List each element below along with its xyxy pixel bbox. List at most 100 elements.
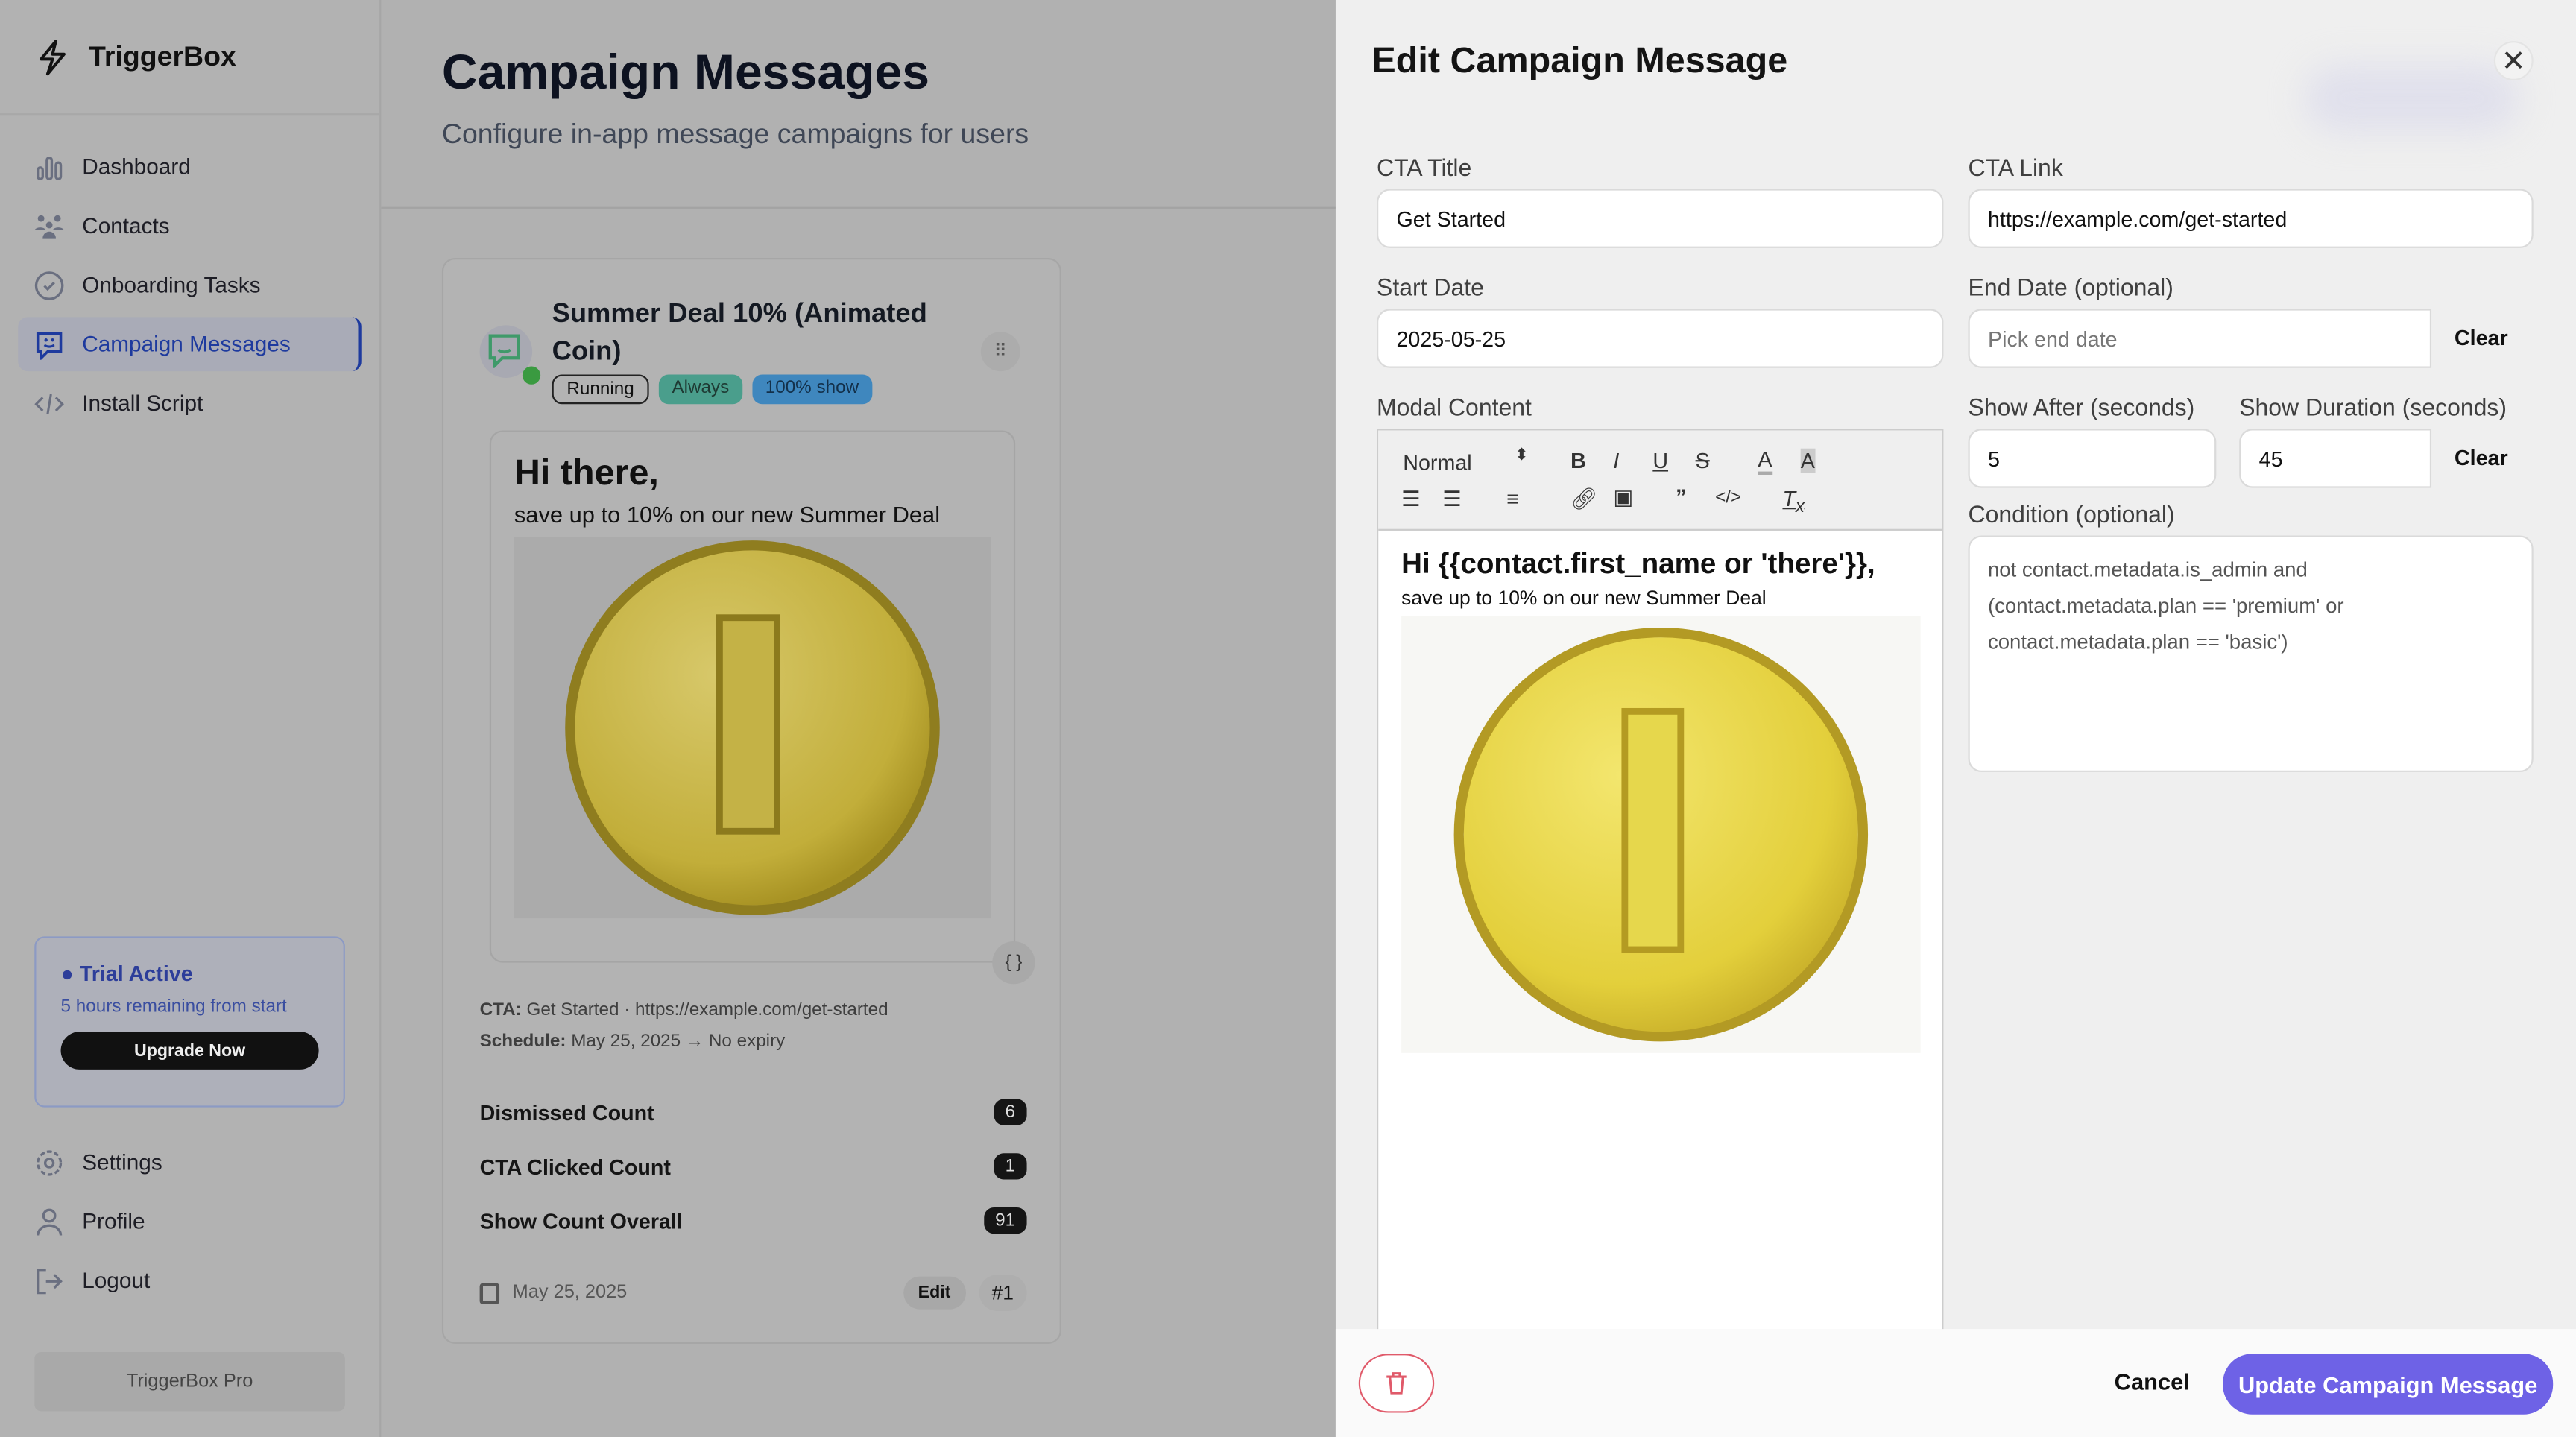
- sidebar-item-label: Onboarding Tasks: [82, 272, 261, 297]
- logout-icon: [37, 1268, 63, 1294]
- sidebar-item-settings[interactable]: Settings: [18, 1135, 363, 1190]
- sidebar-item-install-script[interactable]: Install Script: [18, 376, 362, 431]
- gear-icon: [37, 1149, 63, 1175]
- created-date: May 25, 2025: [512, 1283, 628, 1303]
- editor-heading: Hi {{contact.first_name or 'there'}},: [1401, 546, 1875, 581]
- sidebar-item-dashboard[interactable]: Dashboard: [18, 139, 362, 194]
- code-icon: [34, 393, 64, 414]
- sidebar-item-label: Profile: [82, 1209, 145, 1234]
- underline-icon[interactable]: U: [1652, 448, 1669, 473]
- stat-row: CTA Clicked Count 1: [480, 1153, 1027, 1180]
- select-arrows-icon[interactable]: ⬍: [1515, 446, 1529, 465]
- campaign-card: Summer Deal 10% (Animated Coin) ⠿ Runnin…: [441, 258, 1061, 1344]
- show-duration-label: Show Duration (seconds): [2239, 396, 2507, 423]
- frequency-badge: Always: [658, 374, 742, 405]
- start-date-input[interactable]: 2025-05-25: [1377, 309, 1944, 368]
- cta-title-input[interactable]: Get Started: [1377, 189, 1944, 248]
- cta-link-label: CTA Link: [1968, 156, 2063, 183]
- drawer-title: Edit Campaign Message: [1371, 39, 1788, 81]
- preview-text: save up to 10% on our new Summer Deal: [514, 501, 941, 528]
- sidebar-item-label: Dashboard: [82, 154, 191, 180]
- coin-image: [514, 537, 991, 919]
- message-smile-icon: [36, 331, 63, 359]
- text-color-icon[interactable]: A: [1758, 447, 1772, 475]
- json-toggle-icon[interactable]: { }: [992, 941, 1035, 985]
- drag-handle-icon[interactable]: ⠿: [980, 332, 1020, 372]
- format-select[interactable]: Normal: [1403, 449, 1472, 475]
- update-button[interactable]: Update Campaign Message: [2223, 1354, 2554, 1415]
- sidebar-item-onboarding-tasks[interactable]: Onboarding Tasks: [18, 258, 362, 312]
- sidebar-item-label: Settings: [82, 1149, 162, 1175]
- status-badge: Running: [552, 374, 649, 405]
- sidebar-item-profile[interactable]: Profile: [18, 1194, 363, 1248]
- cta-link-input[interactable]: https://example.com/get-started: [1968, 189, 2534, 248]
- trial-subtitle: 5 hours remaining from start: [60, 997, 287, 1017]
- sidebar-item-label: Contacts: [82, 213, 170, 239]
- brand-name: TriggerBox: [89, 40, 236, 72]
- link-icon[interactable]: 🔗︎: [1570, 486, 1598, 511]
- show-rate-badge: 100% show: [752, 374, 872, 405]
- end-date-input[interactable]: Pick end date: [1968, 309, 2432, 368]
- align-icon[interactable]: ≡: [1506, 486, 1519, 511]
- main-content: Campaign Messages Configure in-app messa…: [381, 0, 1336, 1437]
- status-dot: [522, 366, 541, 385]
- cta-title-label: CTA Title: [1377, 156, 1472, 183]
- bar-chart-icon: [37, 155, 63, 180]
- coin-image: [1401, 616, 1921, 1053]
- plan-label: TriggerBox Pro: [34, 1351, 345, 1412]
- sidebar-item-logout[interactable]: Logout: [18, 1254, 363, 1308]
- strikethrough-icon[interactable]: S: [1695, 448, 1710, 473]
- stat-row: Show Count Overall 91: [480, 1207, 1027, 1234]
- sidebar-item-label: Logout: [82, 1268, 151, 1293]
- campaign-meta: CTA: Get Started · https://example.com/g…: [479, 1000, 888, 1052]
- end-date-label: End Date (optional): [1968, 276, 2174, 303]
- clear-end-date-button[interactable]: Clear: [2454, 325, 2508, 350]
- sidebar-item-campaign-messages[interactable]: Campaign Messages: [18, 317, 362, 372]
- edit-button[interactable]: Edit: [903, 1276, 966, 1310]
- trial-panel: ● Trial Active 5 hours remaining from st…: [34, 936, 345, 1108]
- cancel-button[interactable]: Cancel: [2114, 1368, 2190, 1395]
- show-after-label: Show After (seconds): [1968, 396, 2195, 423]
- rich-text-editor[interactable]: Normal ⬍ B I U S A A ☰ ☰ ≡ 🔗︎ ▣ ” </> Tx…: [1377, 429, 1944, 1349]
- page-subtitle: Configure in-app message campaigns for u…: [441, 118, 1029, 150]
- clear-format-icon[interactable]: Tx: [1782, 486, 1805, 517]
- sidebar-item-contacts[interactable]: Contacts: [18, 199, 362, 253]
- campaign-title: Summer Deal 10% (Animated Coin): [552, 299, 927, 367]
- clear-duration-button[interactable]: Clear: [2454, 445, 2508, 470]
- close-icon[interactable]: ✕: [2493, 41, 2534, 81]
- campaign-icon: [479, 325, 541, 385]
- bold-icon[interactable]: B: [1570, 448, 1586, 473]
- condition-textarea[interactable]: not contact.metadata.is_admin and (conta…: [1968, 535, 2534, 772]
- trial-title: ● Trial Active: [60, 961, 193, 986]
- edit-drawer: Edit Campaign Message ✕ CTA Title Get St…: [1335, 0, 2576, 1437]
- users-icon: [34, 214, 64, 238]
- check-circle-icon: [34, 271, 64, 300]
- ordered-list-icon[interactable]: ☰: [1401, 486, 1421, 511]
- sidebar-item-label: Campaign Messages: [82, 332, 291, 357]
- sidebar-item-label: Install Script: [82, 391, 203, 416]
- lightning-icon: [40, 39, 66, 75]
- show-after-input[interactable]: 5: [1968, 429, 2217, 488]
- editor-toolbar: Normal ⬍ B I U S A A ☰ ☰ ≡ 🔗︎ ▣ ” </> Tx: [1378, 430, 1942, 531]
- start-date-label: Start Date: [1377, 276, 1484, 303]
- modal-content-label: Modal Content: [1377, 396, 1532, 423]
- background-color-icon[interactable]: A: [1800, 448, 1815, 473]
- campaign-index: #1: [978, 1275, 1027, 1311]
- preview-heading: Hi there,: [514, 452, 659, 493]
- upgrade-button[interactable]: Upgrade Now: [60, 1032, 319, 1070]
- user-icon: [37, 1207, 63, 1235]
- show-duration-input[interactable]: 45: [2239, 429, 2432, 488]
- drawer-footer: Cancel Update Campaign Message: [1335, 1329, 2576, 1437]
- image-icon[interactable]: ▣: [1613, 484, 1634, 510]
- delete-button[interactable]: [1358, 1354, 1435, 1413]
- calendar-icon: [479, 1282, 500, 1304]
- quote-icon[interactable]: ”: [1676, 484, 1687, 510]
- condition-label: Condition (optional): [1968, 502, 2175, 529]
- editor-text: save up to 10% on our new Summer Deal: [1401, 586, 1767, 610]
- sidebar: TriggerBox Dashboard Contacts Onboarding…: [0, 0, 382, 1437]
- code-block-icon[interactable]: </>: [1715, 487, 1742, 508]
- italic-icon[interactable]: I: [1613, 448, 1620, 473]
- message-preview: Hi there, save up to 10% on our new Summ…: [489, 430, 1016, 963]
- bullet-list-icon[interactable]: ☰: [1442, 486, 1462, 511]
- brand: TriggerBox: [0, 0, 380, 116]
